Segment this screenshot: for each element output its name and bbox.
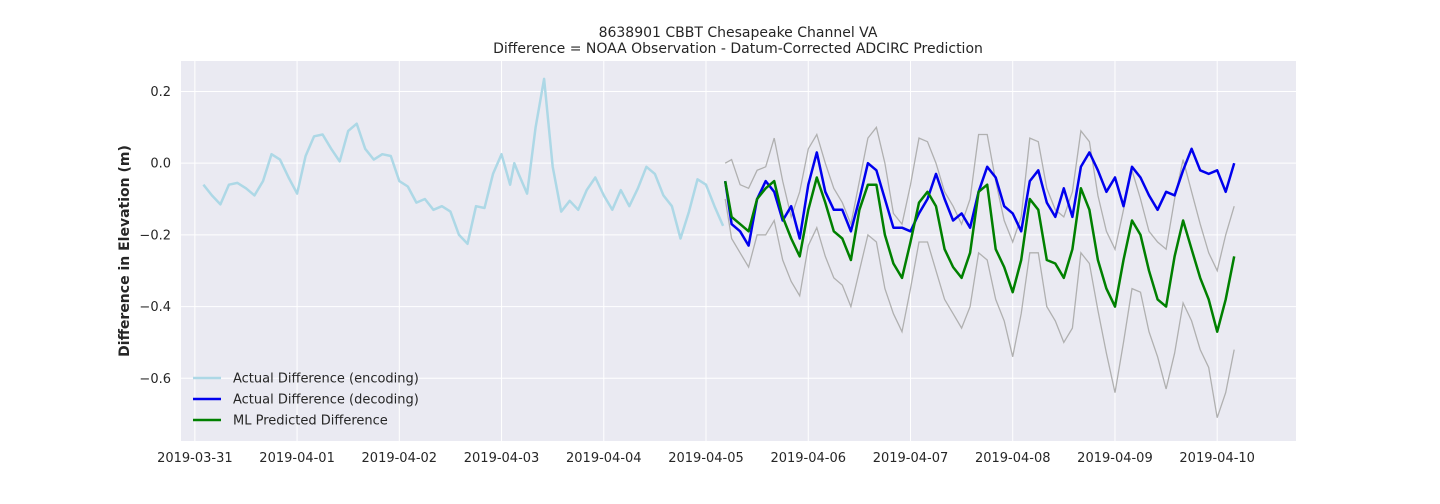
x-tick-label: 2019-04-10 bbox=[1179, 451, 1255, 466]
x-tick-label: 2019-04-06 bbox=[770, 451, 846, 466]
x-tick-label: 2019-04-02 bbox=[362, 451, 438, 466]
x-tick-label: 2019-04-09 bbox=[1077, 451, 1153, 466]
lower-bound-line bbox=[724, 198, 1235, 418]
x-tick-label: 2019-04-01 bbox=[259, 451, 335, 466]
grid bbox=[181, 61, 1296, 441]
legend-label: Actual Difference (decoding) bbox=[233, 393, 419, 408]
legend-item-predicted: ML Predicted Difference bbox=[193, 414, 388, 429]
y-tick-label: −0.2 bbox=[139, 228, 171, 243]
chart-subtitle: Difference = NOAA Observation - Datum-Co… bbox=[493, 41, 983, 57]
series-lines bbox=[202, 77, 1236, 333]
y-tick-label: 0.2 bbox=[150, 85, 171, 100]
x-axis: 2019-03-31 2019-04-01 2019-04-02 2019-04-03… bbox=[157, 451, 1255, 466]
y-tick-label: −0.6 bbox=[139, 372, 171, 387]
legend-item-encoding: Actual Difference (encoding) bbox=[193, 372, 419, 387]
y-axis: 0.2 0.0 −0.2 −0.4 −0.6 bbox=[139, 85, 171, 387]
y-tick-label: 0.0 bbox=[150, 157, 171, 172]
legend-label: ML Predicted Difference bbox=[233, 414, 388, 429]
prediction-bounds bbox=[724, 125, 1235, 418]
legend: Actual Difference (encoding) Actual Diffe… bbox=[193, 372, 419, 429]
x-tick-label: 2019-04-03 bbox=[464, 451, 540, 466]
predicted-series-line bbox=[723, 176, 1236, 333]
upper-bound-line bbox=[724, 125, 1235, 273]
x-tick-label: 2019-03-31 bbox=[157, 451, 233, 466]
encoding-series-line bbox=[202, 77, 725, 246]
legend-item-decoding: Actual Difference (decoding) bbox=[193, 393, 419, 408]
legend-label: Actual Difference (encoding) bbox=[233, 372, 419, 387]
y-tick-label: −0.4 bbox=[139, 300, 171, 315]
chart-title: 8638901 CBBT Chesapeake Channel VA bbox=[599, 25, 878, 41]
x-tick-label: 2019-04-04 bbox=[566, 451, 642, 466]
x-tick-label: 2019-04-07 bbox=[873, 451, 949, 466]
x-tick-label: 2019-04-08 bbox=[975, 451, 1051, 466]
x-tick-label: 2019-04-05 bbox=[668, 451, 744, 466]
y-axis-label: Difference in Elevation (m) bbox=[117, 145, 133, 357]
